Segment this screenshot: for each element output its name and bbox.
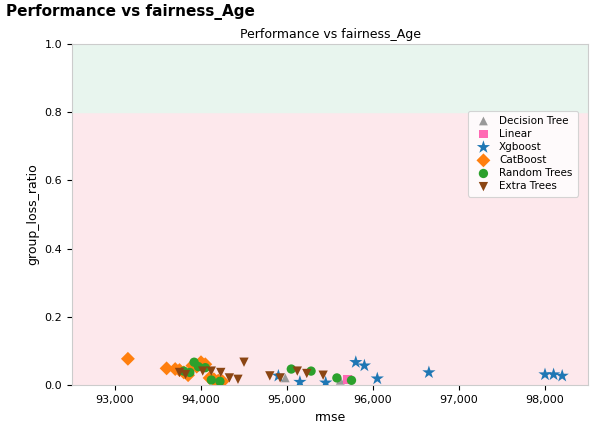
Random Trees [206,377,216,384]
Extra Trees [319,372,328,379]
Extra Trees [206,367,216,374]
Random Trees [185,369,194,376]
CatBoost [123,355,133,362]
Random Trees [200,364,210,371]
X-axis label: rmse: rmse [314,411,346,424]
Xgboost [274,372,283,379]
Xgboost [373,375,382,382]
Random Trees [332,374,341,381]
Xgboost [540,371,550,378]
Extra Trees [175,369,184,376]
Extra Trees [265,372,275,379]
Title: Performance vs fairness_Age: Performance vs fairness_Age [239,28,421,41]
CatBoost [200,361,210,368]
Extra Trees [275,374,285,381]
Extra Trees [233,376,243,383]
Xgboost [295,378,305,385]
Random Trees [286,366,296,373]
Xgboost [359,362,369,369]
Random Trees [215,378,225,385]
CatBoost [188,362,197,369]
CatBoost [192,363,202,370]
Random Trees [190,359,199,366]
Text: Performance vs fairness_Age: Performance vs fairness_Age [6,4,255,21]
Extra Trees [181,371,190,378]
CatBoost [170,366,180,373]
Random Trees [306,367,316,374]
Xgboost [549,371,559,378]
Bar [72,112,588,385]
Random Trees [347,377,356,384]
Legend: Decision Tree, Linear, Xgboost, CatBoost, Random Trees, Extra Trees: Decision Tree, Linear, Xgboost, CatBoost… [468,110,578,197]
CatBoost [183,372,193,379]
Random Trees [179,367,188,374]
CatBoost [205,374,214,381]
Linear [343,376,352,383]
CatBoost [209,376,218,383]
Decision Tree [335,377,345,384]
Decision Tree [280,374,290,381]
CatBoost [218,378,227,385]
Random Trees [194,363,203,370]
Xgboost [424,369,434,376]
Extra Trees [302,370,311,377]
CatBoost [162,365,172,372]
Y-axis label: group_loss_ratio: group_loss_ratio [26,164,39,265]
Xgboost [321,379,331,386]
CatBoost [196,359,206,366]
Extra Trees [216,369,226,376]
CatBoost [179,369,188,376]
Bar [72,44,588,112]
Xgboost [557,372,567,379]
Xgboost [351,359,361,366]
Extra Trees [293,367,302,374]
Extra Trees [198,367,208,374]
Extra Trees [239,359,249,366]
CatBoost [214,377,223,384]
CatBoost [175,367,184,374]
Extra Trees [224,374,234,381]
